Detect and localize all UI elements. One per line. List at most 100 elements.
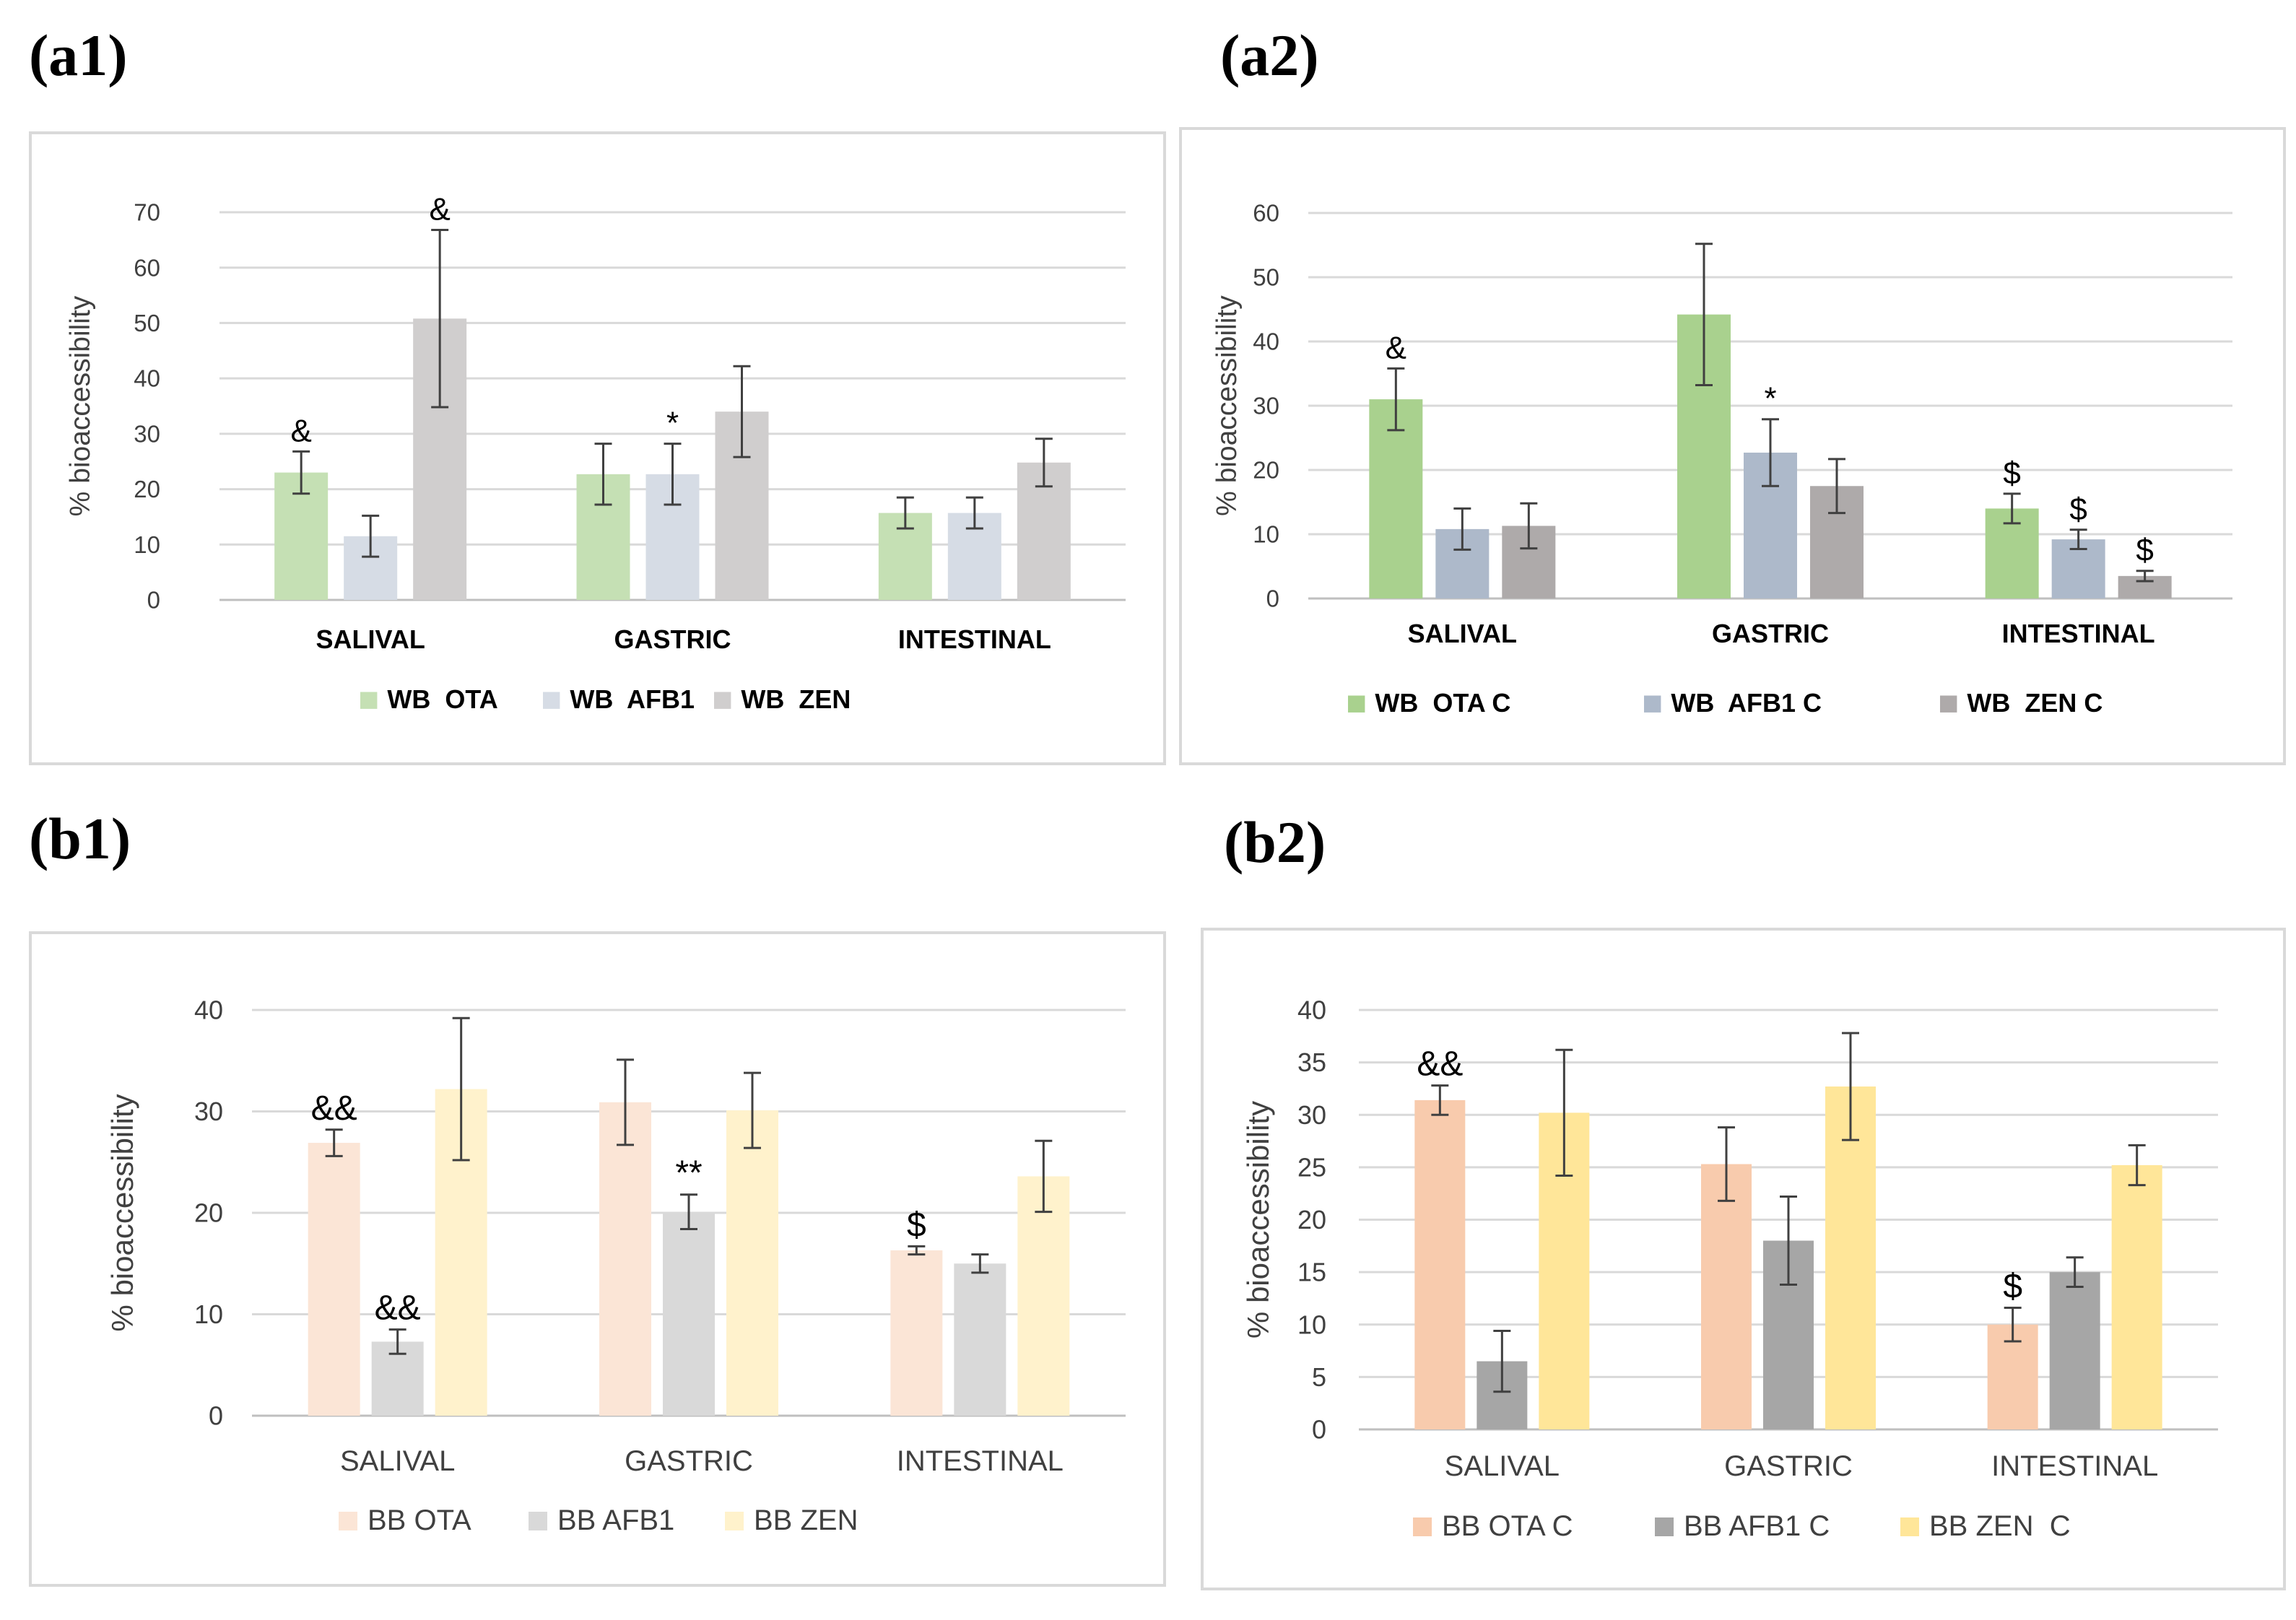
y-axis-label: % bioaccessibility <box>1241 1101 1275 1338</box>
legend-label: WB OTA <box>387 684 497 714</box>
bar <box>663 1211 715 1416</box>
legend-label: BB OTA C <box>1442 1510 1573 1542</box>
x-category-label: GASTRIC <box>614 624 731 654</box>
y-tick-label: 60 <box>1253 200 1279 227</box>
significance-annotation: && <box>375 1289 421 1328</box>
chart-b1-svg: 0 10 20 30 40 % bioaccessibility && && SALIVAL **… <box>105 996 1126 1536</box>
bar <box>1825 1086 1876 1429</box>
chart-a2: 0 10 20 30 40 50 60 % bioaccessibility & SALIVAL *… <box>1179 127 2286 765</box>
y-tick-label: 40 <box>1253 328 1279 355</box>
legend-swatch <box>1348 695 1365 713</box>
panel-label-b2: (b2) <box>1224 809 1326 875</box>
bar <box>2049 1272 2100 1429</box>
legend-label: WB AFB1 C <box>1671 688 1822 718</box>
x-category-label: INTESTINAL <box>897 1445 1064 1477</box>
significance-annotation: & <box>290 413 311 448</box>
y-tick-label: 0 <box>1266 585 1279 612</box>
legend-label: BB AFB1 <box>557 1504 674 1536</box>
y-tick-label: 10 <box>1297 1310 1326 1339</box>
y-tick-label: 0 <box>209 1401 223 1431</box>
legend-label: BB OTA <box>368 1504 471 1536</box>
legend-label: WB AFB1 <box>570 684 695 714</box>
y-tick-label: 10 <box>194 1299 223 1329</box>
bar <box>1701 1164 1752 1429</box>
significance-annotation: $ <box>2003 1268 2022 1306</box>
chart-b2-svg: 0 5 10 15 20 25 30 35 40 % bioaccessibility && SALI… <box>1241 996 2218 1542</box>
bar <box>2111 1164 2162 1429</box>
significance-annotation: $ <box>2069 492 2087 527</box>
x-category-label: GASTRIC <box>1712 619 1829 648</box>
y-tick-label: 40 <box>1297 996 1326 1025</box>
panel-label-a2: (a2) <box>1220 22 1319 88</box>
chart-a2-svg: 0 10 20 30 40 50 60 % bioaccessibility & SALIVAL *… <box>1212 200 2232 718</box>
significance-annotation: * <box>666 406 679 441</box>
y-tick-label: 60 <box>134 254 160 281</box>
y-tick-label: 35 <box>1297 1048 1326 1077</box>
y-tick-label: 10 <box>134 531 160 558</box>
y-tick-label: 20 <box>194 1198 223 1228</box>
legend-swatch <box>339 1512 357 1530</box>
y-tick-label: 50 <box>1253 264 1279 291</box>
x-category-label: INTESTINAL <box>1991 1450 2158 1482</box>
y-axis-label: % bioaccessibility <box>65 295 96 516</box>
bar <box>1414 1099 1466 1429</box>
chart-b2: 0 5 10 15 20 25 30 35 40 % bioaccessibility && SALI… <box>1201 928 2286 1590</box>
x-category-label: SALIVAL <box>316 624 425 654</box>
legend-label: BB ZEN C <box>1929 1510 2071 1542</box>
legend-swatch <box>543 692 560 709</box>
y-axis-label: % bioaccessibility <box>1212 295 1243 516</box>
legend-label: BB ZEN <box>754 1504 858 1536</box>
significance-annotation: $ <box>2136 533 2153 568</box>
legend-swatch <box>529 1512 547 1530</box>
significance-annotation: $ <box>2003 456 2020 491</box>
bar <box>726 1110 778 1416</box>
y-tick-label: 0 <box>147 587 160 614</box>
y-tick-label: 70 <box>134 199 160 226</box>
y-tick-label: 15 <box>1297 1258 1326 1287</box>
y-tick-label: 0 <box>1312 1415 1326 1445</box>
x-category-label: INTESTINAL <box>2002 619 2155 648</box>
significance-annotation: && <box>1417 1045 1463 1084</box>
legend-swatch <box>725 1512 744 1530</box>
y-tick-label: 10 <box>1253 521 1279 548</box>
legend-label: WB ZEN C <box>1967 688 2103 718</box>
chart-a1: 0 10 20 30 40 50 60 70 % bioaccessibility & & SALIV… <box>29 131 1166 765</box>
y-tick-label: 30 <box>194 1097 223 1126</box>
x-category-label: GASTRIC <box>625 1445 753 1477</box>
bar <box>1017 1176 1070 1416</box>
bar <box>308 1143 360 1416</box>
legend-label: WB ZEN <box>741 684 851 714</box>
y-tick-label: 20 <box>1297 1205 1326 1234</box>
legend-swatch <box>1655 1517 1674 1536</box>
legend-swatch <box>1413 1517 1432 1536</box>
x-category-label: SALIVAL <box>1408 619 1517 648</box>
chart-b1: 0 10 20 30 40 % bioaccessibility && && SALIVAL **… <box>29 931 1166 1587</box>
legend-swatch <box>714 692 731 709</box>
legend-swatch <box>1644 695 1661 713</box>
significance-annotation: * <box>1764 381 1776 417</box>
y-tick-label: 5 <box>1312 1362 1326 1392</box>
legend-swatch <box>360 692 378 709</box>
y-tick-label: 40 <box>194 996 223 1025</box>
x-category-label: SALIVAL <box>340 1445 455 1477</box>
y-tick-label: 30 <box>1253 393 1279 419</box>
bar <box>599 1102 651 1416</box>
y-tick-label: 40 <box>134 365 160 392</box>
panel-label-a1: (a1) <box>29 22 128 88</box>
significance-annotation: & <box>429 192 450 227</box>
legend-label: WB OTA C <box>1375 688 1510 718</box>
bar <box>954 1263 1006 1416</box>
bar <box>890 1250 943 1416</box>
y-tick-label: 25 <box>1297 1152 1326 1182</box>
legend-label: BB AFB1 C <box>1684 1510 1830 1542</box>
significance-annotation: ** <box>675 1154 702 1193</box>
legend-swatch <box>1900 1517 1919 1536</box>
y-tick-label: 20 <box>134 476 160 502</box>
x-category-label: INTESTINAL <box>898 624 1051 654</box>
legend-swatch <box>1940 695 1957 713</box>
y-tick-label: 50 <box>134 310 160 336</box>
y-tick-label: 30 <box>1297 1100 1326 1130</box>
x-category-label: GASTRIC <box>1724 1450 1853 1482</box>
bar <box>1369 399 1423 598</box>
significance-annotation: $ <box>907 1206 926 1244</box>
